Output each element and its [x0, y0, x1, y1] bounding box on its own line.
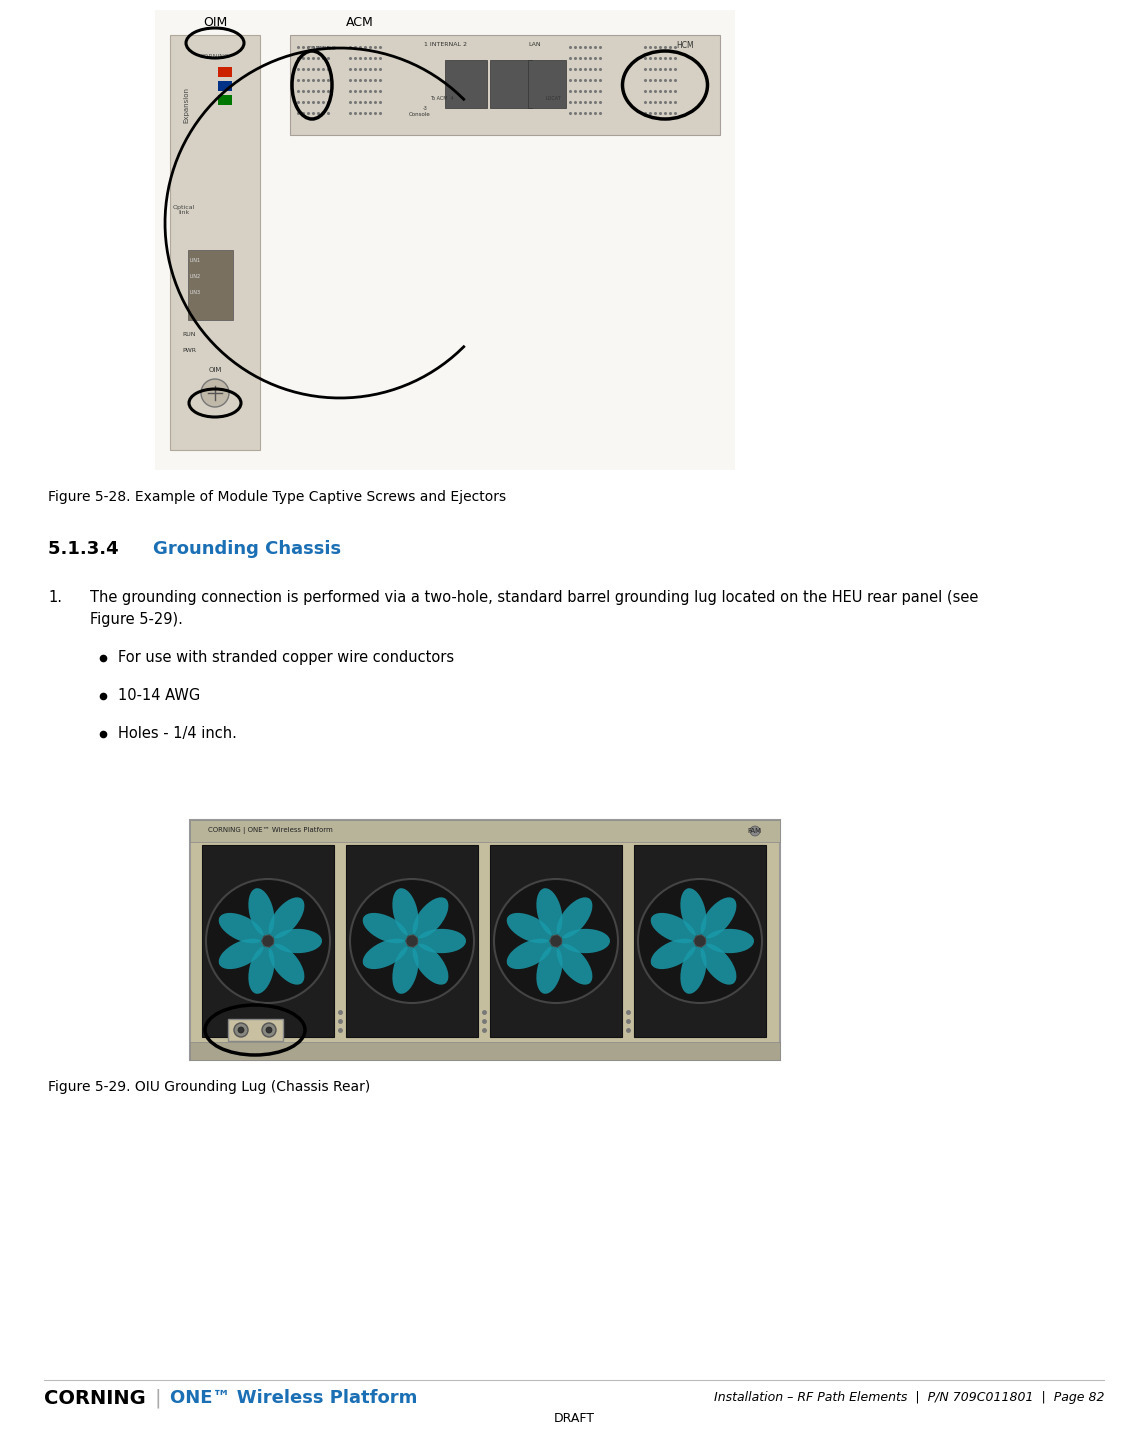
Ellipse shape [273, 929, 321, 954]
Bar [228, 1020, 284, 1041]
Bar [634, 845, 766, 1037]
Ellipse shape [557, 898, 592, 938]
Text: Holes - 1/4 inch.: Holes - 1/4 inch. [118, 726, 236, 740]
Text: The grounding connection is performed via a two-hole, standard barrel grounding : The grounding connection is performed vi… [90, 590, 978, 604]
Ellipse shape [219, 939, 264, 969]
Bar [191, 1042, 779, 1060]
Ellipse shape [506, 914, 552, 944]
Text: 1 INTERNAL 2: 1 INTERNAL 2 [424, 43, 466, 47]
Bar [191, 821, 779, 1060]
Bar [490, 60, 532, 107]
Text: 1.: 1. [48, 590, 62, 604]
Ellipse shape [700, 944, 736, 985]
Ellipse shape [219, 914, 264, 944]
Text: For use with stranded copper wire conductors: For use with stranded copper wire conduc… [118, 650, 455, 664]
Ellipse shape [363, 939, 408, 969]
Text: Expansion: Expansion [183, 87, 189, 123]
Ellipse shape [269, 944, 304, 985]
Ellipse shape [393, 947, 418, 994]
Circle shape [238, 1027, 245, 1032]
Text: LIN2: LIN2 [191, 274, 201, 278]
Text: LIN3: LIN3 [191, 289, 201, 295]
Ellipse shape [248, 888, 274, 937]
Text: OIM: OIM [203, 17, 227, 30]
Bar [218, 67, 232, 77]
Text: RUN: RUN [183, 332, 195, 338]
Text: CORNING: CORNING [307, 46, 336, 52]
Ellipse shape [651, 939, 696, 969]
Ellipse shape [418, 929, 466, 954]
Bar [528, 60, 566, 107]
Circle shape [750, 826, 760, 836]
Circle shape [406, 935, 418, 947]
Circle shape [262, 935, 274, 947]
Text: |: | [155, 1388, 162, 1408]
Ellipse shape [536, 947, 563, 994]
Bar [490, 845, 622, 1037]
Bar [346, 845, 478, 1037]
Text: PWR: PWR [183, 348, 196, 354]
Ellipse shape [393, 888, 418, 937]
Bar [188, 251, 233, 319]
Text: Figure 5-29).: Figure 5-29). [90, 611, 183, 627]
Text: ONE™ Wireless Platform: ONE™ Wireless Platform [170, 1389, 418, 1408]
Text: HCM: HCM [676, 40, 693, 50]
Bar [170, 34, 259, 450]
Circle shape [695, 935, 706, 947]
Text: To ACM  4: To ACM 4 [430, 96, 453, 102]
Ellipse shape [269, 898, 304, 938]
Text: Optical
link: Optical link [173, 205, 195, 215]
Text: CORNING | ONE™ Wireless Platform: CORNING | ONE™ Wireless Platform [208, 828, 333, 835]
Bar [202, 845, 334, 1037]
Ellipse shape [536, 888, 563, 937]
Bar [191, 821, 779, 842]
Bar [445, 60, 487, 107]
Circle shape [234, 1022, 248, 1037]
Text: Figure 5-28. Example of Module Type Captive Screws and Ejectors: Figure 5-28. Example of Module Type Capt… [48, 490, 506, 504]
Text: 5.1.3.4: 5.1.3.4 [48, 540, 144, 558]
Bar [290, 34, 720, 135]
Ellipse shape [412, 944, 449, 985]
Circle shape [550, 935, 563, 947]
Text: OIM: OIM [208, 367, 222, 372]
Text: LIN1: LIN1 [191, 258, 201, 262]
Circle shape [266, 1027, 272, 1032]
Text: -3: -3 [422, 106, 427, 112]
Text: FAM: FAM [747, 828, 762, 833]
Text: LOCAT: LOCAT [545, 96, 560, 102]
Ellipse shape [700, 898, 736, 938]
Text: CORNING: CORNING [200, 54, 230, 60]
Ellipse shape [651, 914, 696, 944]
Circle shape [262, 1022, 276, 1037]
Text: Installation – RF Path Elements  |  P/N 709C011801  |  Page 82: Installation – RF Path Elements | P/N 70… [714, 1392, 1104, 1405]
Ellipse shape [248, 947, 274, 994]
Text: Figure 5-29. OIU Grounding Lug (Chassis Rear): Figure 5-29. OIU Grounding Lug (Chassis … [48, 1080, 371, 1094]
Text: DRAFT: DRAFT [553, 1412, 595, 1425]
Text: LAN: LAN [529, 43, 542, 47]
Circle shape [494, 879, 618, 1002]
Text: 10-14 AWG: 10-14 AWG [118, 687, 200, 703]
Bar [155, 10, 735, 470]
Ellipse shape [681, 947, 706, 994]
Text: Console: Console [409, 113, 430, 117]
Bar [218, 82, 232, 92]
Ellipse shape [506, 939, 552, 969]
Ellipse shape [557, 944, 592, 985]
Circle shape [205, 879, 329, 1002]
Circle shape [201, 379, 228, 407]
Ellipse shape [363, 914, 408, 944]
Bar [218, 95, 232, 105]
Circle shape [350, 879, 474, 1002]
Text: Grounding Chassis: Grounding Chassis [153, 540, 341, 558]
Circle shape [638, 879, 762, 1002]
Text: ACM: ACM [347, 17, 374, 30]
Ellipse shape [705, 929, 754, 954]
Ellipse shape [681, 888, 706, 937]
Ellipse shape [561, 929, 610, 954]
Text: CORNING: CORNING [44, 1389, 146, 1408]
Ellipse shape [412, 898, 449, 938]
